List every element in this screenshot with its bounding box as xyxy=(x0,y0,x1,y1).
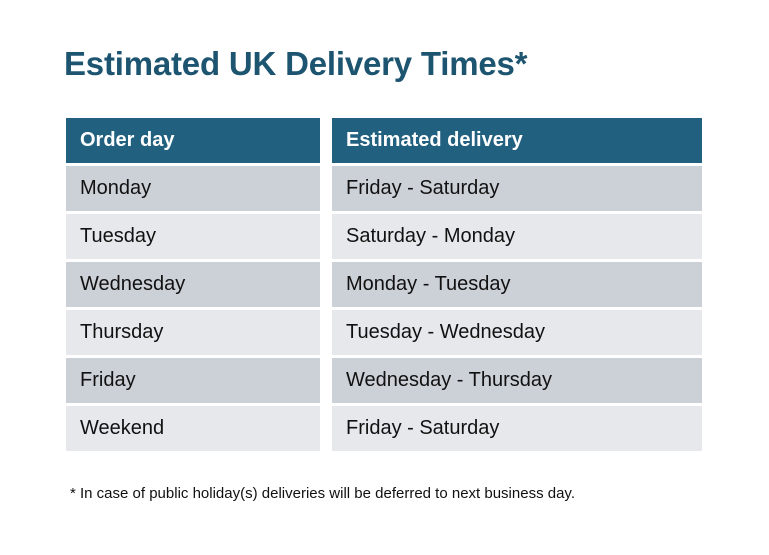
cell-estimated-delivery: Saturday - Monday xyxy=(332,214,702,259)
cell-order-day: Wednesday xyxy=(66,262,320,307)
table-row: Friday Wednesday - Thursday xyxy=(66,358,702,403)
cell-estimated-delivery: Friday - Saturday xyxy=(332,166,702,211)
cell-order-day: Weekend xyxy=(66,406,320,451)
footnote-text: * In case of public holiday(s) deliverie… xyxy=(70,485,575,502)
table-row: Wednesday Monday - Tuesday xyxy=(66,262,702,307)
column-header-order-day: Order day xyxy=(66,118,320,163)
table-row: Weekend Friday - Saturday xyxy=(66,406,702,451)
cell-order-day: Thursday xyxy=(66,310,320,355)
cell-estimated-delivery: Wednesday - Thursday xyxy=(332,358,702,403)
delivery-times-table: Order day Estimated delivery Monday Frid… xyxy=(66,118,702,454)
column-header-estimated-delivery: Estimated delivery xyxy=(332,118,702,163)
table-row: Tuesday Saturday - Monday xyxy=(66,214,702,259)
cell-estimated-delivery: Tuesday - Wednesday xyxy=(332,310,702,355)
table-header-row: Order day Estimated delivery xyxy=(66,118,702,163)
table-row: Thursday Tuesday - Wednesday xyxy=(66,310,702,355)
cell-order-day: Monday xyxy=(66,166,320,211)
cell-estimated-delivery: Friday - Saturday xyxy=(332,406,702,451)
page-title: Estimated UK Delivery Times* xyxy=(64,45,528,82)
cell-order-day: Friday xyxy=(66,358,320,403)
cell-order-day: Tuesday xyxy=(66,214,320,259)
cell-estimated-delivery: Monday - Tuesday xyxy=(332,262,702,307)
table-row: Monday Friday - Saturday xyxy=(66,166,702,211)
